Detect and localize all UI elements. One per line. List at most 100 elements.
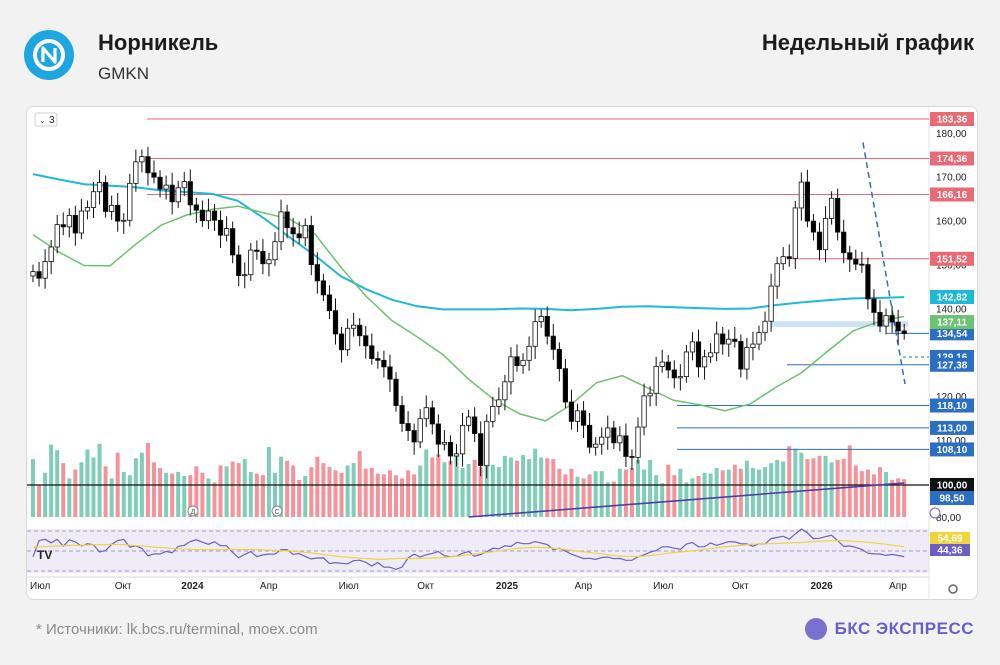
price-label-badge xyxy=(930,398,974,413)
candle-body xyxy=(871,298,877,313)
candle-body xyxy=(683,351,690,377)
volume-bar xyxy=(37,484,42,517)
candle-body xyxy=(816,231,823,251)
x-tick-label: 2025 xyxy=(496,581,519,592)
candle-body xyxy=(66,215,72,228)
candle-body xyxy=(665,361,671,371)
candle-body xyxy=(139,156,145,163)
volume-bar xyxy=(817,455,822,517)
candle-body xyxy=(175,187,181,203)
volume-bar xyxy=(43,472,48,517)
candle-body xyxy=(441,442,448,445)
volume-bar xyxy=(781,461,786,517)
volume-bar xyxy=(291,465,296,517)
candle-body xyxy=(133,161,139,184)
volume-bar xyxy=(236,463,241,517)
volume-bar xyxy=(91,457,96,517)
volume-bar xyxy=(230,461,235,517)
candle-body xyxy=(841,231,847,254)
x-tick-label: Апр xyxy=(575,581,593,592)
y-tick-label: 110,00 xyxy=(936,436,966,447)
candle-body xyxy=(351,324,357,329)
collapse-badge[interactable] xyxy=(34,112,58,127)
candle-body xyxy=(810,220,817,233)
volume-bar xyxy=(145,443,150,517)
candle-body xyxy=(266,259,272,265)
volume-bar xyxy=(315,456,320,517)
volume-bar xyxy=(412,474,417,517)
chart-card[interactable]: 180,00 170,00 160,00 150,00 140,00 120,00 110,… xyxy=(26,106,978,600)
candle-body xyxy=(363,335,369,347)
price-label-text: 108,10 xyxy=(937,445,968,456)
volume-bar xyxy=(224,466,229,517)
candle-body xyxy=(127,182,133,221)
candle-body xyxy=(205,210,212,222)
volume-bar xyxy=(738,468,743,517)
volume-bar xyxy=(720,470,725,517)
x-tick-label: Июл xyxy=(339,581,359,592)
candle-body xyxy=(768,285,774,322)
candle-body xyxy=(236,254,242,276)
event-marker xyxy=(187,505,199,517)
volume-bar xyxy=(690,478,695,517)
volume-bar xyxy=(484,456,489,517)
support-zone xyxy=(771,321,909,327)
candle-body xyxy=(574,410,581,422)
volume-bar xyxy=(363,468,368,517)
candle-body xyxy=(496,399,502,407)
volume-bar xyxy=(152,462,156,517)
y-tick-label: 140,00 xyxy=(936,304,967,315)
candle-body xyxy=(738,341,744,370)
candle-body xyxy=(84,207,91,212)
x-tick-label: Окт xyxy=(115,581,132,592)
volume-bar xyxy=(896,478,901,517)
pane-toggle-icon[interactable] xyxy=(929,507,941,519)
candle-body xyxy=(248,249,254,276)
candle-body xyxy=(774,263,780,287)
candle-body xyxy=(217,219,224,236)
volume-bar xyxy=(884,471,889,517)
candle-body xyxy=(786,256,792,259)
volume-bar xyxy=(73,469,78,517)
price-label-text: 118,10 xyxy=(937,401,967,412)
candle-body xyxy=(78,210,85,234)
candle-body xyxy=(375,358,381,361)
candle-body xyxy=(798,181,804,209)
price-label-text: 166,16 xyxy=(937,190,968,201)
candle-body xyxy=(889,315,895,323)
price-label-badge xyxy=(930,442,974,457)
volume-bar xyxy=(599,471,604,517)
volume-bar xyxy=(248,471,253,517)
x-tick-label: Окт xyxy=(732,581,749,592)
candle-body xyxy=(405,423,411,431)
volume-bar xyxy=(460,467,465,517)
volume-bar xyxy=(757,469,761,517)
candle-body xyxy=(695,341,702,368)
price-label-text: 98,50 xyxy=(939,494,964,505)
volume-bar xyxy=(345,465,350,517)
candle-body xyxy=(429,407,435,425)
price-chart[interactable]: 180,00 170,00 160,00 150,00 140,00 120,00 110,… xyxy=(27,107,977,599)
candle-body xyxy=(756,332,762,345)
volume-bar xyxy=(551,459,556,517)
volume-bar xyxy=(133,458,138,517)
volume-bar xyxy=(593,471,598,517)
candle-body xyxy=(829,197,835,219)
brand-name: БКС ЭКСПРЕСС xyxy=(834,619,974,638)
candle-body xyxy=(671,369,677,379)
price-label-text: 174,36 xyxy=(937,154,968,165)
candle-body xyxy=(883,315,889,327)
candle-body xyxy=(714,333,720,354)
candle-body xyxy=(260,251,266,265)
falling-trendline xyxy=(862,142,906,385)
x-tick-label: Июл xyxy=(30,581,50,592)
candle-body xyxy=(145,156,151,174)
volume-bar xyxy=(890,480,895,517)
candle-body xyxy=(556,348,562,370)
volume-bar xyxy=(109,478,114,517)
volume-bar xyxy=(823,455,828,517)
gear-icon[interactable] xyxy=(948,584,958,594)
price-label-text: 100,00 xyxy=(937,481,968,492)
candle-body xyxy=(865,264,871,300)
candle-body xyxy=(859,263,865,266)
